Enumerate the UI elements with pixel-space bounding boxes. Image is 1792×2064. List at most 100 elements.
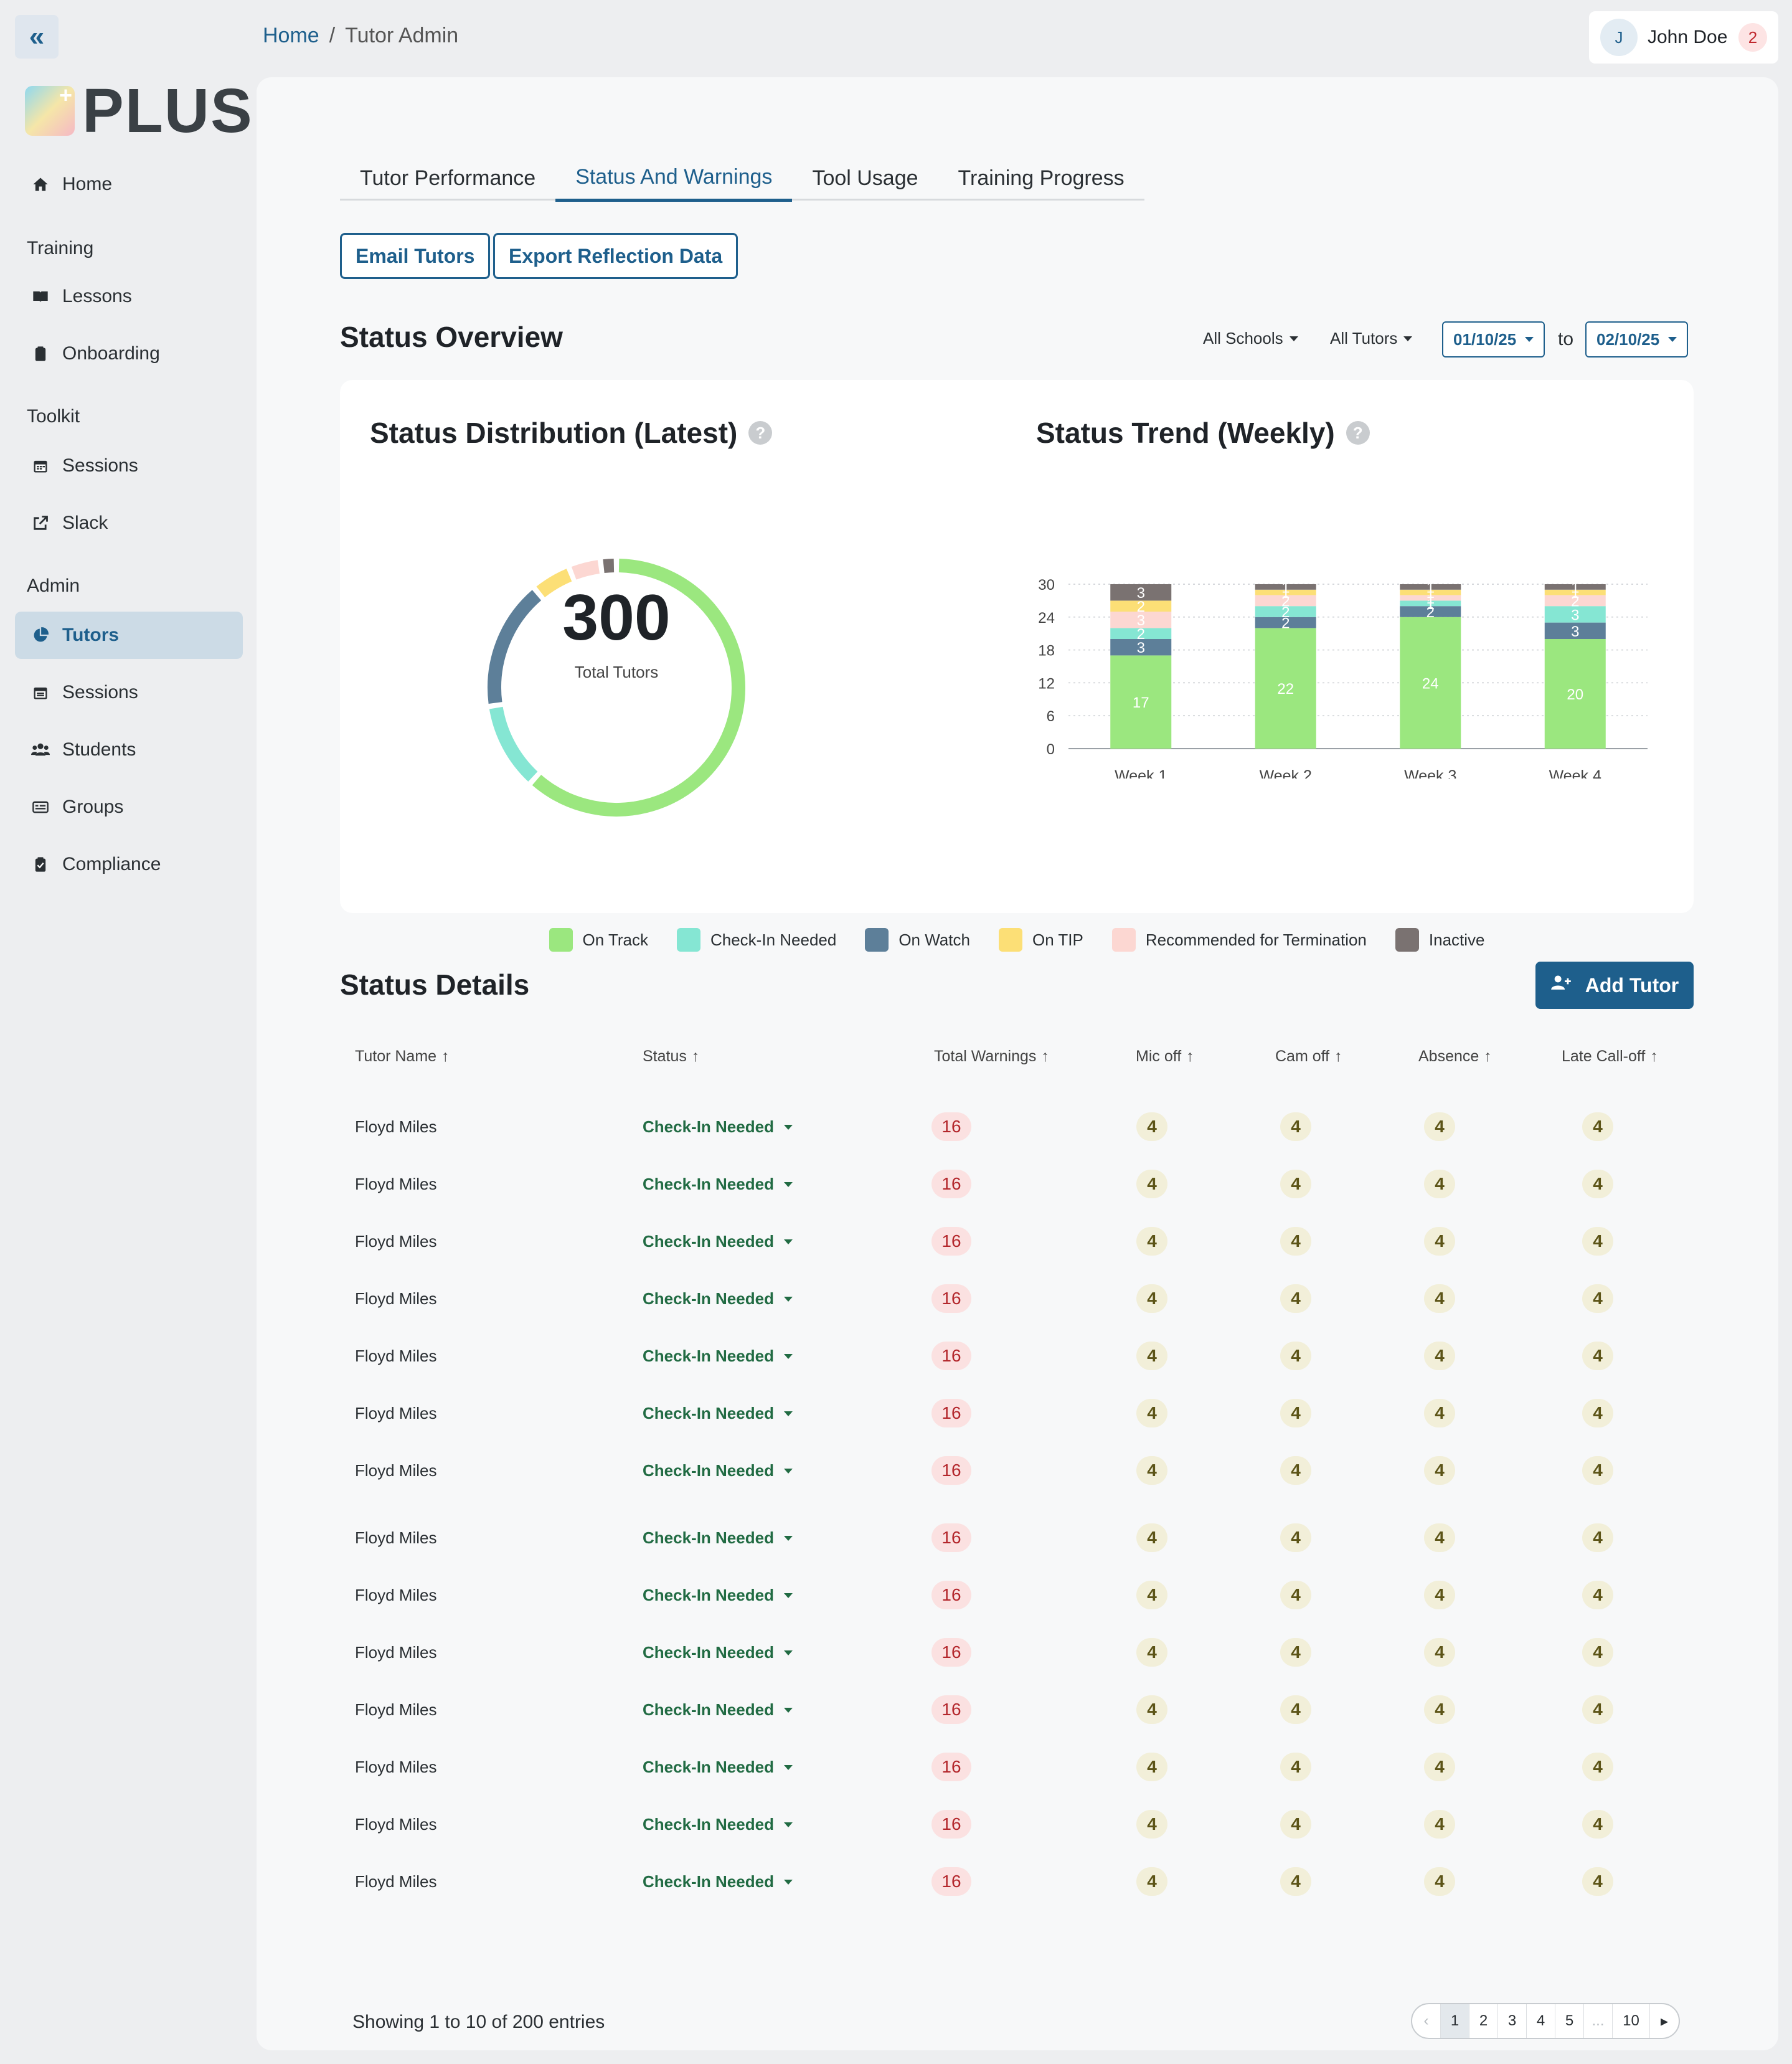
status-dropdown[interactable]: Check-In Needed — [643, 1700, 793, 1720]
tab-training-progress[interactable]: Training Progress — [958, 166, 1125, 190]
table-row[interactable]: Floyd Miles Check-In Needed 16 4 4 4 4 — [340, 1567, 1694, 1624]
tutor-name-cell[interactable]: Floyd Miles — [355, 1175, 437, 1193]
nav-home[interactable]: Home — [15, 161, 243, 208]
breadcrumb-home-link[interactable]: Home — [263, 24, 319, 47]
tab-tutor-performance[interactable]: Tutor Performance — [360, 166, 536, 190]
table-row[interactable]: Floyd Miles Check-In Needed 16 4 4 4 4 — [340, 1624, 1694, 1682]
tutor-name-cell[interactable]: Floyd Miles — [355, 1643, 437, 1662]
help-icon[interactable]: ? — [748, 421, 773, 445]
table-row[interactable]: Floyd Miles Check-In Needed 16 4 4 4 4 — [340, 1510, 1694, 1567]
nav-section-training: Training — [27, 238, 94, 258]
status-dropdown[interactable]: Check-In Needed — [643, 1758, 793, 1777]
nav-groups[interactable]: Groups — [15, 783, 243, 831]
column-header-status[interactable]: Status ↑ — [643, 1048, 699, 1066]
tutor-name-cell[interactable]: Floyd Miles — [355, 1872, 437, 1891]
tutor-name-cell[interactable]: Floyd Miles — [355, 1232, 437, 1251]
nav-section-admin: Admin — [27, 575, 80, 596]
status-dropdown[interactable]: Check-In Needed — [643, 1815, 793, 1834]
page-button-4[interactable]: 4 — [1527, 2004, 1555, 2038]
help-icon[interactable]: ? — [1346, 421, 1370, 445]
table-row[interactable]: Floyd Miles Check-In Needed 16 4 4 4 4 — [340, 1739, 1694, 1796]
status-dropdown[interactable]: Check-In Needed — [643, 1872, 793, 1891]
total-warnings-badge: 16 — [931, 1284, 971, 1313]
late-call-off-badge: 4 — [1582, 1456, 1613, 1485]
table-row[interactable]: Floyd Miles Check-In Needed 16 4 4 4 4 — [340, 1796, 1694, 1853]
column-header-mic-off[interactable]: Mic off ↑ — [1136, 1048, 1194, 1066]
date-to-picker[interactable]: 02/10/25 — [1585, 321, 1689, 357]
email-tutors-button[interactable]: Email Tutors — [340, 233, 491, 279]
tab-status-and-warnings[interactable]: Status And Warnings — [555, 156, 793, 202]
status-dropdown[interactable]: Check-In Needed — [643, 1586, 793, 1605]
status-dropdown[interactable]: Check-In Needed — [643, 1175, 793, 1194]
school-filter-dropdown[interactable]: All Schools — [1203, 329, 1298, 348]
nav-tutors[interactable]: Tutors — [15, 612, 243, 659]
status-dropdown[interactable]: Check-In Needed — [643, 1347, 793, 1366]
caret-down-icon — [783, 1707, 793, 1713]
page-button-10[interactable]: 10 — [1613, 2004, 1650, 2038]
caret-down-icon — [1668, 337, 1677, 342]
page-button-5[interactable]: 5 — [1555, 2004, 1584, 2038]
tutor-name-cell[interactable]: Floyd Miles — [355, 1700, 437, 1719]
tutor-name-cell[interactable]: Floyd Miles — [355, 1347, 437, 1365]
nav-slack[interactable]: Slack — [15, 499, 243, 547]
prev-page-button[interactable]: ‹ — [1412, 2004, 1441, 2038]
nav-admin-sessions[interactable]: Sessions — [15, 669, 243, 716]
page-button-3[interactable]: 3 — [1498, 2004, 1527, 2038]
tutor-filter-dropdown[interactable]: All Tutors — [1330, 329, 1413, 348]
nav-compliance[interactable]: Compliance — [15, 841, 243, 888]
tutor-name-cell[interactable]: Floyd Miles — [355, 1815, 437, 1834]
page-button-1[interactable]: 1 — [1441, 2004, 1469, 2038]
status-dropdown[interactable]: Check-In Needed — [643, 1404, 793, 1423]
collapse-sidebar-button[interactable]: « — [15, 15, 59, 59]
logo-text: PLUS — [82, 76, 253, 146]
table-row[interactable]: Floyd Miles Check-In Needed 16 4 4 4 4 — [340, 1328, 1694, 1385]
nav-students[interactable]: Students — [15, 726, 243, 774]
table-row[interactable]: Floyd Miles Check-In Needed 16 4 4 4 4 — [340, 1442, 1694, 1500]
status-dropdown[interactable]: Check-In Needed — [643, 1528, 793, 1548]
arrow-up-icon: ↑ — [691, 1048, 700, 1065]
table-row[interactable]: Floyd Miles Check-In Needed 16 4 4 4 4 — [340, 1385, 1694, 1442]
export-reflection-data-button[interactable]: Export Reflection Data — [493, 233, 738, 279]
status-dropdown[interactable]: Check-In Needed — [643, 1643, 793, 1662]
tutor-name-cell[interactable]: Floyd Miles — [355, 1586, 437, 1604]
tutor-name-cell[interactable]: Floyd Miles — [355, 1461, 437, 1480]
table-row[interactable]: Floyd Miles Check-In Needed 16 4 4 4 4 — [340, 1271, 1694, 1328]
user-menu[interactable]: J John Doe 2 — [1589, 11, 1778, 64]
status-dropdown[interactable]: Check-In Needed — [643, 1232, 793, 1251]
column-header-absence[interactable]: Absence ↑ — [1418, 1048, 1492, 1066]
tutor-name-cell[interactable]: Floyd Miles — [355, 1117, 437, 1136]
table-row[interactable]: Floyd Miles Check-In Needed 16 4 4 4 4 — [340, 1682, 1694, 1739]
table-row[interactable]: Floyd Miles Check-In Needed 16 4 4 4 4 — [340, 1853, 1694, 1911]
total-warnings-badge: 16 — [931, 1810, 971, 1839]
notification-badge[interactable]: 2 — [1738, 23, 1767, 52]
column-header-cam-off[interactable]: Cam off ↑ — [1275, 1048, 1342, 1066]
nav-lessons[interactable]: Lessons — [15, 273, 243, 320]
column-header-total-warnings[interactable]: Total Warnings ↑ — [934, 1048, 1049, 1066]
status-dropdown[interactable]: Check-In Needed — [643, 1289, 793, 1309]
tutor-name-cell[interactable]: Floyd Miles — [355, 1404, 437, 1423]
pie-chart-icon — [31, 626, 50, 645]
next-page-button[interactable]: ▸ — [1650, 2004, 1679, 2038]
date-from-picker[interactable]: 01/10/25 — [1442, 321, 1545, 357]
column-header-tutor-name[interactable]: Tutor Name ↑ — [355, 1048, 450, 1066]
table-row[interactable]: Floyd Miles Check-In Needed 16 4 4 4 4 — [340, 1099, 1694, 1156]
id-card-icon — [31, 798, 50, 817]
table-row[interactable]: Floyd Miles Check-In Needed 16 4 4 4 4 — [340, 1213, 1694, 1271]
add-tutor-button[interactable]: Add Tutor — [1535, 962, 1694, 1009]
nav-toolkit-sessions[interactable]: Sessions — [15, 442, 243, 490]
status-dropdown[interactable]: Check-In Needed — [643, 1461, 793, 1480]
date-range-separator: to — [1558, 329, 1574, 349]
late-call-off-badge: 4 — [1582, 1523, 1613, 1552]
bar-data-label: 1 — [1281, 579, 1290, 596]
nav-onboarding[interactable]: Onboarding — [15, 330, 243, 377]
column-header-late-call-off[interactable]: Late Call-off ↑ — [1562, 1048, 1658, 1066]
user-name: John Doe — [1648, 27, 1728, 47]
tutor-name-cell[interactable]: Floyd Miles — [355, 1758, 437, 1776]
tab-tool-usage[interactable]: Tool Usage — [812, 166, 918, 190]
table-row[interactable]: Floyd Miles Check-In Needed 16 4 4 4 4 — [340, 1156, 1694, 1213]
tutor-name-cell[interactable]: Floyd Miles — [355, 1528, 437, 1547]
status-dropdown[interactable]: Check-In Needed — [643, 1117, 793, 1137]
bar-data-label: 2 — [1137, 626, 1145, 643]
page-button-2[interactable]: 2 — [1469, 2004, 1498, 2038]
tutor-name-cell[interactable]: Floyd Miles — [355, 1289, 437, 1308]
